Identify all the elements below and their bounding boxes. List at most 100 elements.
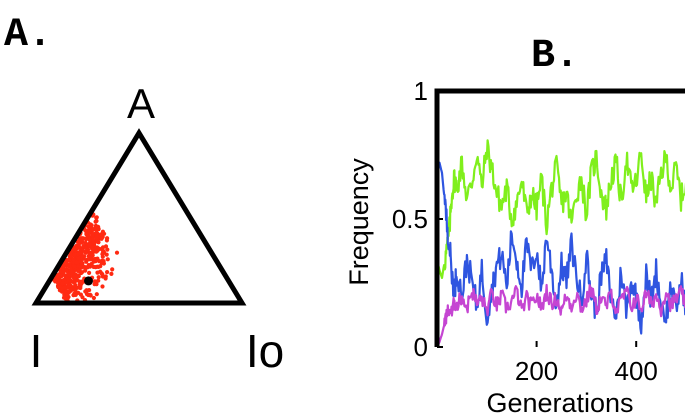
ternary-point	[96, 278, 101, 283]
ternary-points	[51, 212, 120, 304]
ternary-point	[100, 247, 105, 252]
ternary-point	[83, 228, 88, 233]
ternary-mean-point	[84, 276, 93, 286]
ternary-point	[62, 285, 67, 290]
ternary-point	[83, 240, 88, 245]
ternary-point	[65, 293, 70, 298]
series-line	[437, 283, 685, 347]
ternary-point	[79, 238, 84, 244]
ternary-point	[94, 249, 99, 254]
ternary-point	[93, 265, 98, 270]
ternary-point	[105, 247, 110, 252]
ternary-point	[72, 252, 77, 257]
series-line	[437, 139, 685, 279]
ternary-point	[60, 281, 65, 286]
ternary-point	[92, 282, 97, 287]
ternary-point	[105, 257, 110, 262]
x-axis-label: Generations	[486, 388, 633, 418]
ternary-point	[87, 270, 92, 275]
ternary-point	[83, 249, 88, 254]
ternary-point	[91, 227, 96, 232]
ternary-point	[100, 252, 105, 257]
panel-b-label: B.	[531, 34, 579, 79]
ternary-vertex-left: I	[30, 325, 43, 377]
line-chart: Frequency Generations 0 0.5 1 200 400	[344, 76, 685, 418]
ternary-point	[105, 236, 110, 241]
x-tick-label: 200	[515, 356, 558, 386]
ternary-point	[98, 264, 103, 269]
ternary-point	[67, 283, 72, 288]
ternary-point	[94, 215, 99, 220]
x-tick-label: 400	[615, 356, 658, 386]
ternary-point	[87, 242, 92, 247]
ternary-point	[72, 247, 77, 252]
ternary-point	[88, 293, 93, 298]
ternary-point	[57, 284, 62, 289]
ternary-point	[84, 232, 89, 237]
y-tick-label: 0	[414, 332, 428, 362]
ternary-point	[100, 229, 105, 234]
ternary-point	[88, 251, 93, 256]
plot-frame	[434, 88, 685, 347]
ternary-point	[93, 219, 98, 224]
ternary-point	[77, 281, 83, 286]
ternary-point	[86, 263, 91, 268]
ternary-point	[67, 257, 72, 262]
ternary-point	[87, 238, 92, 243]
ternary-point	[66, 277, 71, 282]
ternary-point	[75, 290, 80, 295]
ternary-point	[61, 264, 66, 269]
ternary-point	[99, 260, 104, 265]
ternary-point	[75, 268, 81, 273]
ternary-point	[94, 233, 99, 239]
ternary-point	[64, 280, 69, 285]
ternary-point	[75, 278, 80, 283]
ternary-point	[99, 271, 104, 276]
ternary-plot: A I Io	[30, 80, 285, 377]
ternary-point	[83, 245, 88, 250]
y-axis-label: Frequency	[344, 158, 374, 286]
ternary-triangle	[31, 128, 247, 306]
ternary-point	[61, 270, 66, 275]
ternary-point	[72, 264, 77, 269]
ternary-point	[76, 256, 81, 261]
y-tick-label: 0.5	[392, 204, 428, 234]
ternary-point	[84, 259, 89, 264]
ternary-point	[103, 276, 108, 281]
ternary-point	[72, 280, 77, 285]
ternary-point	[89, 223, 94, 228]
ternary-point	[109, 271, 114, 276]
ternary-point	[78, 264, 83, 269]
ternary-point	[91, 239, 96, 244]
ternary-point	[95, 245, 100, 250]
ternary-point	[68, 252, 73, 257]
ternary-point	[94, 292, 99, 297]
ternary-point	[114, 250, 120, 255]
ternary-point	[73, 284, 78, 289]
ternary-point	[100, 284, 105, 289]
ternary-point	[64, 268, 69, 273]
ternary-point	[84, 236, 89, 241]
ternary-point	[69, 269, 75, 274]
ternary-point	[78, 292, 83, 297]
ternary-point	[74, 260, 79, 265]
panel-a-label: A.	[4, 13, 52, 58]
ternary-point	[99, 236, 104, 241]
ternary-point	[70, 287, 75, 292]
ternary-point	[86, 257, 91, 262]
ternary-point	[87, 229, 92, 234]
ternary-point	[103, 244, 109, 249]
ternary-point	[71, 293, 76, 298]
ternary-point	[105, 270, 110, 275]
ternary-point	[83, 268, 88, 273]
ternary-point	[83, 289, 88, 294]
ternary-point	[64, 297, 69, 302]
ternary-point	[91, 295, 96, 301]
axis-ticks: 0 0.5 1 200 400	[392, 76, 658, 386]
ternary-vertex-top: A	[127, 80, 155, 127]
ternary-point	[78, 250, 83, 255]
ternary-vertex-right: Io	[246, 325, 284, 377]
ternary-point	[82, 254, 87, 259]
ternary-point	[93, 259, 98, 264]
